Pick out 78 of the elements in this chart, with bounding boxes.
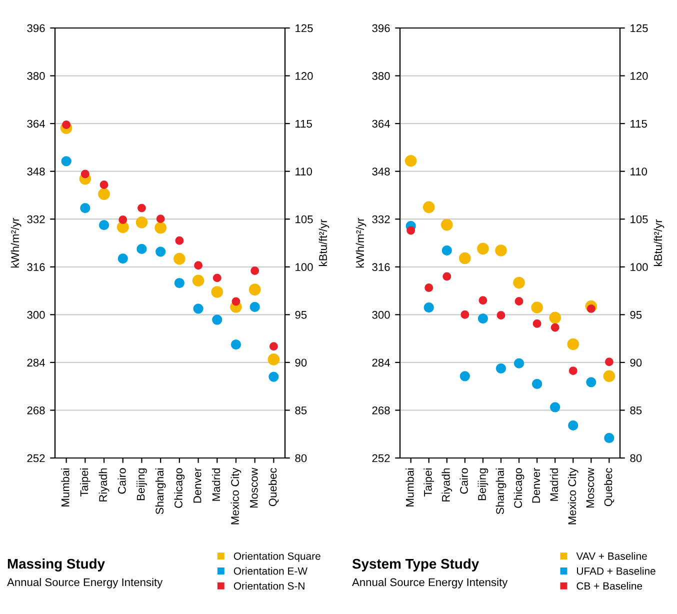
y2-tick-label: 80 [295,454,307,462]
text: Annual Source Energy Intensity [7,578,163,588]
legend-label: VAV + Baseline [576,552,647,560]
y2-tick-label: 115 [630,120,647,128]
y-axis-title: kWh/m²/yr [356,218,366,268]
y2-tick-label: 110 [296,168,312,176]
text: Massing Study [8,558,105,572]
y2-tick-label: 80 [630,454,642,462]
y-tick-label: 380 [27,72,45,80]
y-tick-label: 380 [372,72,390,80]
y2-tick-label: 95 [630,310,642,319]
y-tick-label: 300 [372,310,390,319]
x-tick-label: Shanghai [155,468,166,514]
y2-axis-title: kBtu/ft²/yr [654,219,664,266]
y2-axis-title: kBtu/ft²/yr [318,219,330,266]
y-tick-label: 252 [27,454,45,462]
y2-tick-label: 100 [630,263,648,272]
x-tick-label: Taipei [424,468,434,496]
y2-tick-label: 85 [295,406,307,414]
y-tick-label: 268 [372,406,390,414]
y2-tick-label: 100 [296,263,313,272]
x-tick-label: Beijing [478,468,488,500]
y2-tick-label: 125 [296,24,313,32]
y2-tick-label: 120 [296,72,313,80]
x-tick-label: Shanghai [496,468,506,514]
y-tick-label: 396 [372,24,390,32]
x-tick-label: Taipei [80,468,90,496]
y-axis-title: kWh/m²/yr [10,218,22,268]
x-tick-label: Mexico City [568,468,578,524]
y-tick-label: 300 [27,310,45,319]
x-tick-label: Denver [194,468,202,503]
x-tick-label: Chicago [174,468,185,508]
y-tick-label: 348 [372,168,390,176]
y2-tick-label: 90 [630,358,642,367]
x-tick-label: Quebec [604,468,614,506]
y2-tick-label: 115 [296,120,312,128]
y-tick-label: 364 [372,120,390,128]
x-tick-label: Moscow [586,468,594,508]
x-tick-label: Chicago [514,468,524,508]
y2-tick-label: 85 [630,406,642,414]
y-tick-label: 348 [27,168,45,176]
y2-tick-label: 110 [630,168,648,176]
legend-label: CB + Baseline [576,582,642,590]
x-tick-label: Cairo [460,468,468,494]
y-tick-label: 316 [372,263,390,272]
legend-label: Orientation E-W [234,567,308,575]
y-tick-label: 252 [372,454,390,462]
legend-label: UFAD + Baseline [577,567,656,575]
y2-tick-label: 95 [295,310,307,319]
x-tick-label: Riyadh [442,468,452,502]
x-tick-label: Beijing [136,468,147,500]
y-tick-label: 396 [27,24,45,32]
x-tick-label: Madrid [212,468,220,501]
y-tick-label: 316 [27,263,45,272]
y-tick-label: 284 [372,358,390,367]
x-tick-label: Mexico City [230,468,242,524]
legend-label: Orientation S-N [234,582,304,590]
x-tick-label: Riyadh [98,468,110,502]
y-tick-label: 332 [27,215,45,224]
x-tick-label: Madrid [550,468,558,501]
y-tick-label: 332 [372,215,390,224]
y2-tick-label: 90 [295,358,307,367]
x-tick-label: Moscow [250,468,258,508]
y2-tick-label: 125 [630,24,648,32]
y-tick-label: 268 [27,406,45,414]
y2-tick-label: 120 [630,72,648,80]
x-tick-label: Cairo [118,468,126,494]
x-tick-label: Mumbai [406,468,414,506]
text: System Type Study [352,558,480,572]
y-tick-label: 364 [27,120,45,128]
legend-label: Orientation Square [234,552,320,562]
x-tick-label: Mumbai [61,468,70,506]
x-tick-label: Denver [532,468,540,503]
x-tick-label: Quebec [268,468,279,506]
y2-tick-label: 105 [630,215,648,224]
y-tick-label: 284 [27,358,45,367]
text: Annual Source Energy Intensity [352,578,508,588]
y2-tick-label: 105 [296,215,313,224]
